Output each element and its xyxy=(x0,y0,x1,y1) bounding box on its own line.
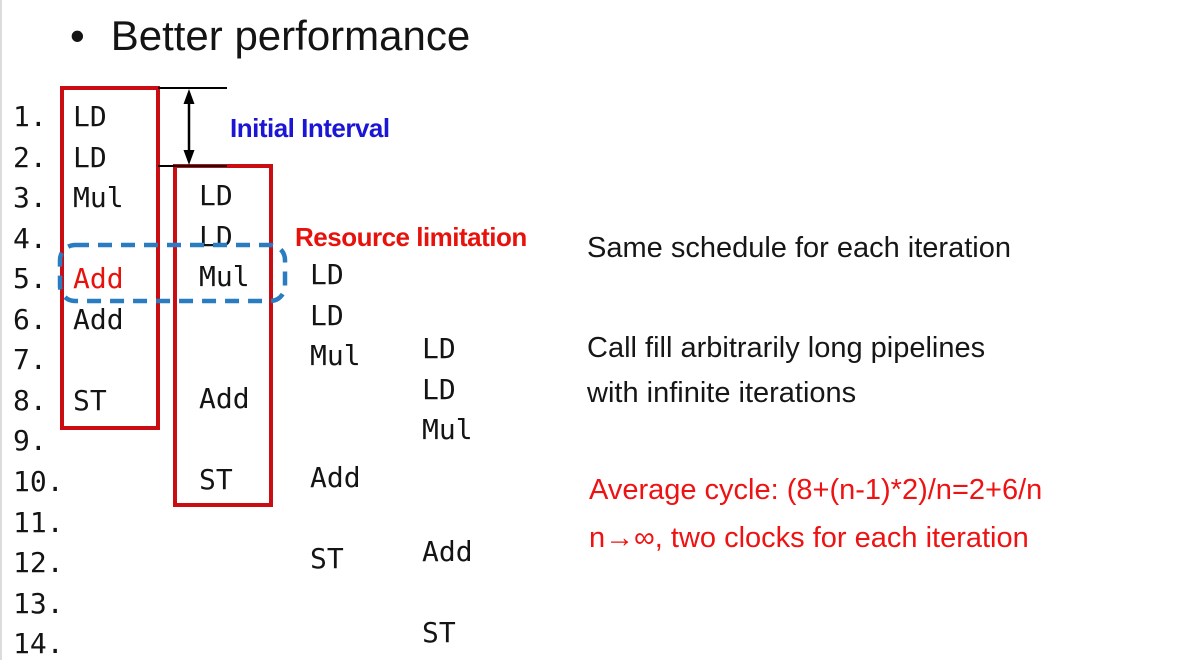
iteration-3-instruction: LD xyxy=(310,258,344,292)
line-number: 6. xyxy=(13,302,47,336)
iteration-4-instruction: LD xyxy=(422,332,456,366)
bullet-icon: • xyxy=(70,12,85,59)
note-average-cycle-line2: n→∞, two clocks for each iteration xyxy=(589,522,1029,554)
iteration-3-instruction: Mul xyxy=(310,339,361,373)
line-number: 2. xyxy=(13,140,47,174)
note-average-cycle-line1: Average cycle: (8+(n-1)*2)/n=2+6/n xyxy=(589,474,1043,506)
line-number: 7. xyxy=(13,343,47,377)
iteration-1-instruction: LD xyxy=(73,100,107,133)
line-number: 4. xyxy=(13,221,47,255)
note-same-schedule: Same schedule for each iteration xyxy=(587,231,1011,265)
iteration-1-instruction: Add xyxy=(73,262,124,296)
line-number: 3. xyxy=(13,181,47,215)
initial-interval-label: Initial Interval xyxy=(230,113,390,143)
title-row: • Better performance xyxy=(70,8,470,64)
note-pipelines-line2: with infinite iterations xyxy=(587,377,857,409)
iteration-4-instruction: LD xyxy=(422,372,456,406)
iteration-1-instruction: Add xyxy=(73,302,124,336)
iteration-2-instruction: LD xyxy=(199,179,233,213)
iteration-2-instruction: Add xyxy=(199,381,250,415)
line-number: 11. xyxy=(13,505,64,539)
arrowhead-down-icon xyxy=(183,150,195,165)
iteration-3-instruction: Add xyxy=(310,460,361,494)
iteration-1-instruction: LD xyxy=(73,140,107,174)
note-pipelines: Call fill arbitrarily long pipelines wit… xyxy=(587,326,985,416)
iteration-1-instruction: Mul xyxy=(73,181,124,215)
iteration-4-instruction: Mul xyxy=(422,413,473,447)
iteration-4-instruction: ST xyxy=(422,616,456,650)
line-number: 12. xyxy=(13,546,64,580)
note-same-schedule-text: Same schedule for each iteration xyxy=(587,232,1011,264)
arrowhead-up-icon xyxy=(183,89,195,104)
iteration-4-instruction: Add xyxy=(422,535,473,569)
iteration-2-instruction: Mul xyxy=(199,260,250,294)
page-title: Better performance xyxy=(110,12,471,59)
left-edge-strip xyxy=(0,0,2,660)
resource-limitation-label: Resource limitation xyxy=(295,222,527,252)
line-number: 14. xyxy=(13,627,64,660)
line-number: 13. xyxy=(13,586,64,620)
iteration-3-instruction: ST xyxy=(310,542,344,576)
note-pipelines-line1: Call fill arbitrarily long pipelines xyxy=(587,332,986,364)
iteration-2-instruction: ST xyxy=(199,462,233,496)
iteration-3-instruction: LD xyxy=(310,298,344,332)
iteration-1-instruction: ST xyxy=(73,383,107,417)
line-number: 8. xyxy=(13,383,47,417)
line-number: 9. xyxy=(13,424,47,458)
line-number: 5. xyxy=(13,262,47,296)
note-average-cycle: Average cycle: (8+(n-1)*2)/n=2+6/n n→∞, … xyxy=(589,466,1042,562)
resource-conflict-dashed-box xyxy=(57,242,288,304)
line-number: 1. xyxy=(13,100,47,133)
line-number: 10. xyxy=(13,464,64,498)
